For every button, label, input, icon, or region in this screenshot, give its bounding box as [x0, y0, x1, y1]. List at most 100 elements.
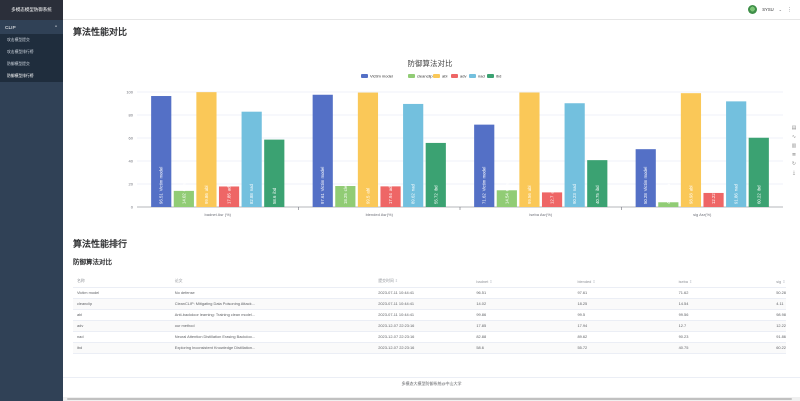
column-header[interactable]: 提交时间⇕ — [374, 276, 473, 288]
chart-bar — [748, 137, 769, 207]
table-cell: Exploring Inconsistent Knowledge Distill… — [170, 342, 375, 354]
menu-group-clip: CLIP ⌃ 攻击模型提交 攻击模型排行榜 防御模型提交 防御模型排行榜 — [0, 22, 63, 82]
table-row[interactable]: abl Anti-backdoor learning: Training clea… — [73, 309, 786, 321]
y-tick-label: 60 — [129, 136, 134, 141]
column-header-label: blended — [577, 278, 592, 284]
bar-value-label: 96.51Victim model — [159, 167, 164, 204]
sort-icon[interactable]: ⇕ — [688, 278, 693, 284]
table-cell: 14.54 — [674, 298, 773, 310]
restore-icon[interactable]: ↻ — [791, 161, 797, 167]
more-vertical-icon[interactable]: ⋮ — [787, 6, 792, 13]
sidebar-item-attack-rank[interactable]: 攻击模型排行榜 — [0, 46, 63, 58]
table-cell: 2023-07-11 10:44:41 — [374, 298, 473, 310]
avatar[interactable] — [748, 5, 758, 14]
table-cell: 17.85 — [472, 320, 574, 332]
bar-value-label: 14.54 cleanclip — [504, 174, 509, 204]
table-cell: 2023-12-07 22:23:16 — [374, 342, 473, 354]
bar-value-label: 18.25 cleanclip — [343, 174, 348, 204]
comparison-chart: 防御算法对比 Victim model cleanclip abl adv nad ibd 0… — [73, 46, 786, 242]
menu-group-header[interactable]: CLIP ⌃ — [0, 22, 63, 34]
table-cell: 89.62 — [573, 331, 675, 343]
bar-value-label: 98.98 abl — [688, 185, 693, 204]
legend-swatch — [433, 74, 440, 78]
table-cell: 55.72 — [573, 342, 675, 354]
bar-series-name: Victim model — [643, 167, 648, 192]
chart-bar — [151, 96, 172, 207]
bar-value-label: 12.7adv — [550, 186, 555, 204]
sort-icon[interactable]: ⇕ — [394, 278, 399, 284]
sidebar-item-defense-submit[interactable]: 防御模型提交 — [0, 58, 63, 70]
bar-series-name: cleanclip — [343, 174, 348, 191]
bar-value-label: 99.56 abl — [527, 185, 532, 204]
bar-series-name: ibd — [272, 187, 277, 193]
y-tick-label: 40 — [129, 159, 134, 164]
horizontal-scrollbar[interactable] — [63, 397, 800, 401]
table-cell: 2023-12-07 22:23:16 — [374, 331, 473, 343]
bar-value-label: 60.22 ibd — [756, 185, 761, 204]
table-row[interactable]: adv our method 2023-12-07 22:23:16 17.85 17.… — [73, 320, 786, 332]
download-icon[interactable]: ⤓ — [792, 170, 796, 176]
bar-value-label: 91.86 nad — [734, 183, 739, 204]
x-tick-label: blended Asr(%) — [366, 212, 394, 217]
ranking-title: 算法性能排行 — [73, 239, 128, 249]
bar-series-name: nad — [249, 183, 254, 191]
bar-value: 90.23 — [572, 193, 577, 204]
sidebar-item-label: 攻击模型排行榜 — [7, 49, 34, 54]
column-header-label: iseba — [678, 278, 688, 284]
legend-label: abl — [442, 74, 447, 79]
column-header: 名称 — [73, 276, 171, 288]
chart-bar — [241, 111, 262, 207]
bar-series-name: abl — [527, 185, 532, 191]
chart-bar — [173, 190, 194, 207]
chart-bar — [264, 139, 285, 207]
bar-value: 71.62 — [482, 193, 487, 204]
sort-icon[interactable]: ⇕ — [489, 278, 493, 284]
table-row[interactable]: cleanclip CleanCLIP: Mitigating Data Pois… — [73, 298, 786, 310]
sort-icon[interactable]: ⇕ — [592, 278, 596, 284]
bar-value: 60.22 — [756, 193, 761, 204]
column-header[interactable]: blended⇕ — [573, 276, 675, 288]
table-row[interactable]: ibd Exploring Inconsistent Knowledge Dist… — [73, 342, 786, 354]
bar-series-name: abl — [688, 185, 693, 191]
data-view-icon[interactable]: ▤ — [791, 125, 797, 131]
chart-toolbox: ▤ ∿ ▥ ≣ ↻ ⤓ — [790, 125, 798, 176]
bar-value-label: 89.62 nad — [411, 183, 416, 204]
bar-value: 97.61 — [320, 193, 325, 204]
bar-value-label: 4.11cleanclip — [666, 177, 671, 204]
legend-label: nad — [478, 74, 485, 79]
sidebar-item-defense-rank[interactable]: 防御模型排行榜 — [0, 70, 63, 82]
table-cell: Victim model — [73, 287, 171, 299]
scrollbar-thumb[interactable] — [67, 398, 792, 400]
bar-value: 55.72 — [433, 193, 438, 204]
column-header[interactable]: iseba⇕ — [674, 276, 773, 288]
bar-value-label: 99.86 abl — [204, 185, 209, 204]
app-logo-title[interactable]: 多模态模型防御系统 — [0, 0, 63, 20]
bar-series-name: Victim model — [159, 167, 164, 192]
bar-chart-icon[interactable]: ▥ — [791, 143, 797, 149]
table-row[interactable]: nad Neural Attention Distillation Erasing… — [73, 331, 786, 343]
bar-value: 17.85 — [227, 193, 232, 204]
bar-value: 4.11 — [666, 195, 671, 204]
table-row[interactable]: Victim model No defense 2023-07-11 10:44:4… — [73, 287, 786, 299]
bar-value-label: 55.72 ibd — [433, 185, 438, 204]
legend-swatch — [451, 74, 458, 78]
line-chart-icon[interactable]: ∿ — [791, 134, 797, 140]
bar-series-name: ibd — [433, 185, 438, 191]
main-content: 算法性能对比 防御算法对比 Victim model cleanclip abl adv… — [63, 20, 800, 401]
table-cell: 98.98 — [772, 309, 786, 321]
table-cell: 71.62 — [674, 287, 773, 299]
bar-value: 12.7 — [550, 195, 555, 204]
stack-icon[interactable]: ≣ — [791, 152, 797, 158]
x-tick-label: sig Asr(%) — [693, 212, 712, 217]
user-name[interactable]: SYSU — [762, 7, 774, 12]
chart-bar — [703, 192, 724, 207]
sidebar-item-attack-submit[interactable]: 攻击模型提交 — [0, 34, 63, 46]
y-tick-label: 20 — [129, 182, 134, 187]
caret-down-icon[interactable]: ⌄ — [778, 7, 782, 12]
table-cell: 99.86 — [472, 309, 574, 321]
chart-svg: 防御算法对比 Victim model cleanclip abl adv nad ibd 0… — [126, 58, 783, 217]
table-cell: 60.22 — [772, 342, 786, 354]
column-header[interactable]: sig⇕ — [772, 276, 786, 288]
column-header[interactable]: badnet⇕ — [472, 276, 574, 288]
sort-icon[interactable]: ⇕ — [782, 278, 786, 284]
